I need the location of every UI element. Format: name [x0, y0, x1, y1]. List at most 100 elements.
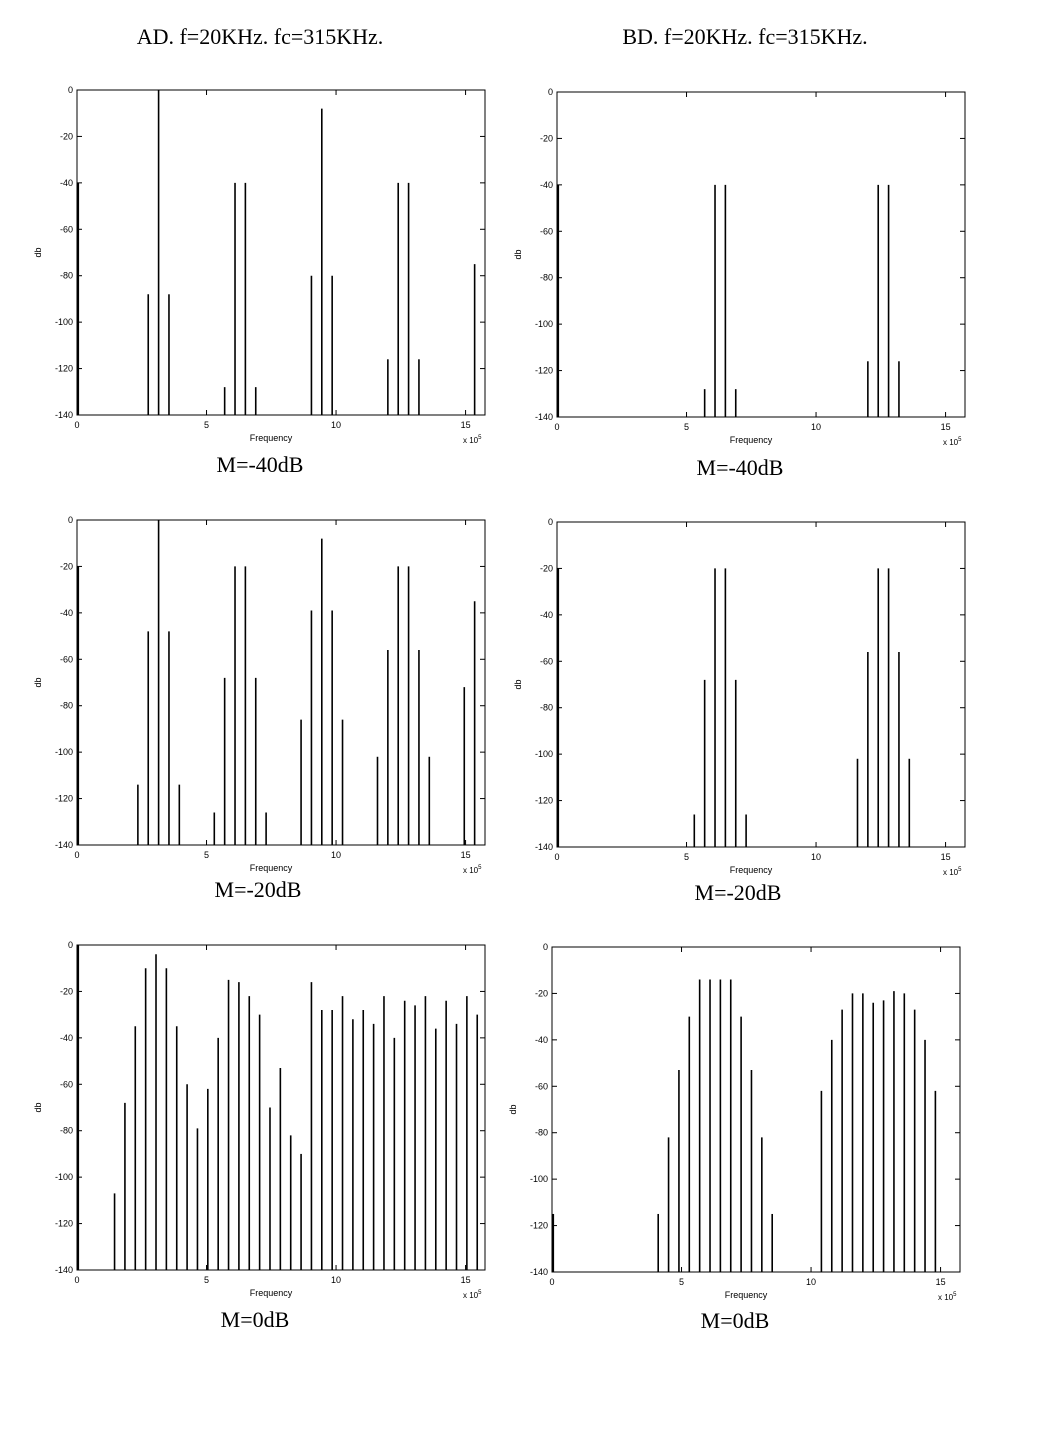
- x-tick-label: 10: [806, 1277, 816, 1287]
- x-tick-label: 5: [679, 1277, 684, 1287]
- y-tick-label: -20: [60, 131, 73, 141]
- y-tick-label: -140: [55, 410, 73, 420]
- plot-frame: [556, 521, 966, 848]
- x-axis-label: Frequency: [250, 863, 293, 873]
- y-tick-label: -60: [60, 1079, 73, 1089]
- x-tick-label: 5: [684, 852, 689, 862]
- y-tick-label: -140: [55, 840, 73, 850]
- caption-ad-m-0db: M=0dB: [220, 1307, 290, 1332]
- y-tick-label: -60: [535, 1081, 548, 1091]
- x-tick-label: 10: [331, 1275, 341, 1285]
- y-tick-label: -120: [535, 796, 553, 806]
- y-axis-label: db: [33, 247, 43, 257]
- y-tick-label: -40: [535, 1035, 548, 1045]
- plot-frame: [76, 519, 486, 846]
- y-axis-label: db: [33, 1102, 43, 1112]
- x-multiplier-label: x 105: [943, 437, 962, 447]
- y-tick-label: 0: [543, 942, 548, 952]
- y-axis-label: db: [513, 679, 523, 689]
- x-axis-label: Frequency: [250, 1288, 293, 1298]
- spectrum-plot-ad-m-20db: 0 -20 -40 -60 -80 -100 -120 -140 0 5 10 15 Frequency…: [30, 510, 500, 890]
- y-tick-label: -100: [55, 1172, 73, 1182]
- y-tick-label: -120: [55, 794, 73, 804]
- y-tick-label: -100: [55, 747, 73, 757]
- x-tick-label: 15: [936, 1277, 946, 1287]
- y-tick-label: -80: [60, 701, 73, 711]
- y-tick-label: -100: [530, 1174, 548, 1184]
- x-multiplier-label: x 105: [938, 1292, 957, 1302]
- x-tick-label: 5: [684, 422, 689, 432]
- x-tick-label: 5: [204, 1275, 209, 1285]
- y-tick-label: -40: [540, 610, 553, 620]
- y-tick-label: -120: [55, 1219, 73, 1229]
- y-tick-label: -140: [535, 412, 553, 422]
- spectrum-plot-bd-m-0db: 0 -20 -40 -60 -80 -100 -120 -140 0 5 10 15 Frequency…: [505, 937, 975, 1317]
- y-tick-label: -40: [60, 1033, 73, 1043]
- x-axis-label: Frequency: [725, 1290, 768, 1300]
- x-multiplier-label: x 105: [463, 1290, 482, 1300]
- x-tick-label: 0: [74, 420, 79, 430]
- x-tick-label: 15: [941, 422, 951, 432]
- x-axis-label: Frequency: [250, 433, 293, 443]
- left-column-title: AD. f=20KHz. fc=315KHz.: [136, 24, 384, 49]
- caption-ad-m-40db: M=-40dB: [216, 452, 304, 477]
- y-tick-label: -140: [530, 1267, 548, 1277]
- x-tick-label: 15: [461, 850, 471, 860]
- x-tick-label: 15: [941, 852, 951, 862]
- spectrum-plot-ad-m-0db: 0 -20 -40 -60 -80 -100 -120 -140 0 5 10 15 Frequency…: [30, 935, 500, 1315]
- y-tick-label: -20: [540, 133, 553, 143]
- y-tick-label: -140: [535, 842, 553, 852]
- caption-bd-m-20db: M=-20dB: [694, 880, 782, 905]
- y-tick-label: -120: [535, 366, 553, 376]
- x-multiplier-label: x 105: [463, 865, 482, 875]
- y-tick-label: -100: [535, 319, 553, 329]
- x-tick-label: 15: [461, 420, 471, 430]
- right-column-title: BD. f=20KHz. fc=315KHz.: [622, 24, 868, 49]
- y-tick-label: -60: [60, 654, 73, 664]
- x-tick-label: 0: [74, 1275, 79, 1285]
- y-tick-label: -60: [60, 224, 73, 234]
- plot-frame: [76, 89, 486, 416]
- x-tick-label: 0: [74, 850, 79, 860]
- y-tick-label: -80: [60, 1126, 73, 1136]
- y-tick-label: 0: [548, 517, 553, 527]
- y-tick-label: -60: [540, 656, 553, 666]
- y-axis-label: db: [33, 677, 43, 687]
- y-tick-label: 0: [548, 87, 553, 97]
- x-tick-label: 0: [554, 422, 559, 432]
- y-tick-label: -140: [55, 1265, 73, 1275]
- y-tick-label: -20: [60, 561, 73, 571]
- spectrum-plot-bd-m-20db: 0 -20 -40 -60 -80 -100 -120 -140 0 5 10 15 Frequency…: [510, 512, 980, 892]
- x-tick-label: 10: [811, 852, 821, 862]
- y-tick-label: -40: [540, 180, 553, 190]
- y-tick-label: -80: [540, 273, 553, 283]
- y-tick-label: -20: [60, 986, 73, 996]
- caption-bd-m-0db: M=0dB: [700, 1308, 770, 1333]
- x-tick-label: 5: [204, 420, 209, 430]
- x-axis-label: Frequency: [730, 865, 773, 875]
- x-tick-label: 0: [549, 1277, 554, 1287]
- x-tick-label: 15: [461, 1275, 471, 1285]
- plot-frame: [551, 946, 961, 1273]
- x-tick-label: 5: [204, 850, 209, 860]
- x-tick-label: 10: [331, 850, 341, 860]
- y-tick-label: -60: [540, 226, 553, 236]
- y-tick-label: -20: [535, 988, 548, 998]
- x-multiplier-label: x 105: [463, 435, 482, 445]
- caption-ad-m-20db: M=-20dB: [214, 877, 302, 902]
- spectrum-plot-bd-m-40db: 0 -20 -40 -60 -80 -100 -120 -140 0 5 10 15 Frequency…: [510, 82, 980, 462]
- y-tick-label: 0: [68, 940, 73, 950]
- y-tick-label: -80: [60, 271, 73, 281]
- y-axis-label: db: [513, 249, 523, 259]
- x-axis-label: Frequency: [730, 435, 773, 445]
- caption-bd-m-40db: M=-40dB: [696, 455, 784, 480]
- y-tick-label: -120: [55, 364, 73, 374]
- x-tick-label: 10: [331, 420, 341, 430]
- y-axis-label: db: [508, 1104, 518, 1114]
